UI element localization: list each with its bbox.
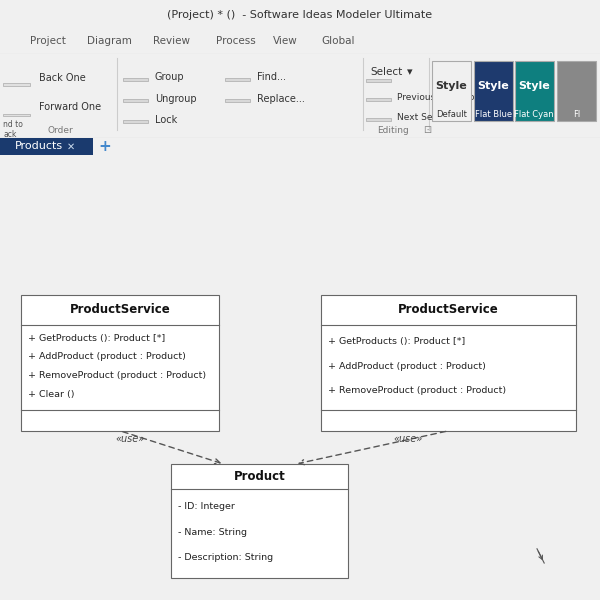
- Text: Style: Style: [518, 81, 550, 91]
- Text: + GetProducts (): Product [*]: + GetProducts (): Product [*]: [328, 337, 466, 346]
- FancyBboxPatch shape: [557, 61, 596, 121]
- Text: Fl: Fl: [572, 110, 580, 119]
- FancyBboxPatch shape: [3, 113, 30, 116]
- Text: Flat Cyan: Flat Cyan: [514, 110, 554, 119]
- Text: Group: Group: [155, 71, 184, 82]
- Text: Product: Product: [233, 470, 286, 483]
- Bar: [171, 464, 348, 578]
- FancyBboxPatch shape: [123, 99, 148, 102]
- FancyBboxPatch shape: [0, 138, 93, 155]
- Text: ProductService: ProductService: [70, 304, 170, 316]
- Text: ProductService: ProductService: [398, 304, 499, 316]
- FancyBboxPatch shape: [123, 120, 148, 123]
- FancyBboxPatch shape: [3, 83, 30, 86]
- Text: + AddProduct (product : Product): + AddProduct (product : Product): [28, 352, 186, 361]
- Text: «use»: «use»: [393, 434, 422, 443]
- Text: + GetProducts (): Product [*]: + GetProducts (): Product [*]: [28, 334, 166, 343]
- Text: Global: Global: [321, 35, 355, 46]
- Bar: [321, 295, 576, 431]
- Text: ▾: ▾: [407, 67, 412, 77]
- Text: Flat Blue: Flat Blue: [475, 110, 512, 119]
- Text: ⊡: ⊡: [423, 125, 431, 135]
- FancyBboxPatch shape: [432, 61, 471, 121]
- Text: - Name: String: - Name: String: [178, 527, 247, 536]
- Text: Process: Process: [216, 35, 256, 46]
- FancyBboxPatch shape: [474, 61, 513, 121]
- FancyBboxPatch shape: [366, 79, 391, 82]
- Text: Order: Order: [47, 125, 73, 134]
- Text: «use»: «use»: [115, 434, 145, 443]
- Text: Select: Select: [371, 67, 403, 77]
- Text: ✕: ✕: [67, 142, 75, 151]
- Text: Previous Selection: Previous Selection: [397, 93, 481, 102]
- Text: Find...: Find...: [257, 71, 286, 82]
- Text: nd to
ack: nd to ack: [3, 120, 23, 139]
- Text: +: +: [98, 139, 112, 154]
- Text: Project: Project: [30, 35, 66, 46]
- Text: Products: Products: [15, 142, 63, 151]
- Text: Editing: Editing: [377, 125, 409, 134]
- Text: Review: Review: [153, 35, 190, 46]
- Text: Back One: Back One: [39, 73, 86, 83]
- Text: + AddProduct (product : Product): + AddProduct (product : Product): [328, 362, 486, 371]
- Text: + RemoveProduct (product : Product): + RemoveProduct (product : Product): [28, 371, 206, 380]
- Text: Default: Default: [436, 110, 467, 119]
- Bar: [21, 295, 219, 431]
- Text: Diagram: Diagram: [87, 35, 132, 46]
- Text: Ungroup: Ungroup: [155, 94, 196, 104]
- FancyBboxPatch shape: [366, 118, 391, 121]
- FancyBboxPatch shape: [225, 78, 250, 81]
- Text: Replace...: Replace...: [257, 94, 305, 104]
- Text: (Project) * ()  - Software Ideas Modeler Ultimate: (Project) * () - Software Ideas Modeler …: [167, 10, 433, 20]
- FancyBboxPatch shape: [225, 99, 250, 102]
- Text: Next Selection: Next Selection: [397, 113, 463, 122]
- FancyBboxPatch shape: [366, 98, 391, 101]
- Text: Style: Style: [478, 81, 509, 91]
- Text: Lock: Lock: [155, 115, 177, 125]
- Text: + RemoveProduct (product : Product): + RemoveProduct (product : Product): [328, 386, 506, 395]
- Text: + Clear (): + Clear (): [28, 390, 75, 399]
- Text: Forward One: Forward One: [39, 102, 101, 112]
- Text: View: View: [273, 35, 298, 46]
- FancyBboxPatch shape: [123, 78, 148, 81]
- Text: Style: Style: [436, 81, 467, 91]
- FancyBboxPatch shape: [515, 61, 554, 121]
- Text: - Description: String: - Description: String: [178, 553, 274, 562]
- Text: - ID: Integer: - ID: Integer: [178, 502, 235, 511]
